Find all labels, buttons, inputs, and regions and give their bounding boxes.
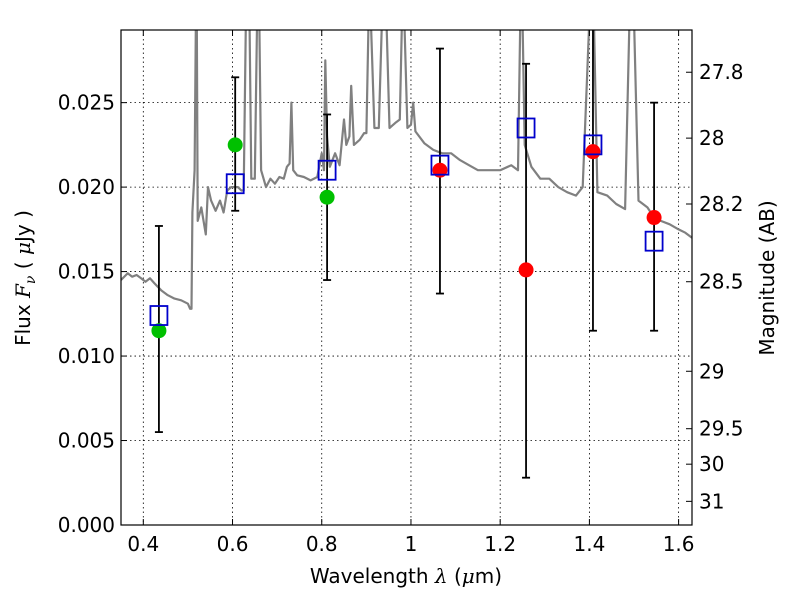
- x-axis-unit-mu: μ: [462, 564, 475, 588]
- model-photometry-point: [225, 173, 245, 195]
- y-tick-label: 0.015: [58, 260, 115, 284]
- y-axis-right-title: Magnitude (AB): [755, 200, 779, 355]
- model-photometry-point: [516, 117, 536, 139]
- model-photometry-point: [644, 230, 664, 252]
- right-tick-label: 29: [699, 359, 724, 383]
- detections-point: [151, 323, 167, 339]
- model-photometry-point: [430, 154, 450, 176]
- detections-point: [227, 137, 243, 153]
- x-tick-label: 1.6: [663, 532, 695, 556]
- right-tick-label: 30: [699, 452, 724, 476]
- y-tick-label: 0.010: [58, 344, 115, 368]
- x-axis-symbol: λ: [434, 564, 448, 588]
- right-tick-label: 28: [699, 126, 724, 150]
- y-axis-left-unit-mu: μ: [11, 242, 35, 255]
- y-axis-right: 27.8 28 28.2 28.5 29 29.5 30 31: [686, 60, 744, 513]
- nir_detections-point: [585, 144, 601, 160]
- y-tick-label: 0.025: [58, 91, 115, 115]
- grid: [121, 30, 692, 525]
- x-tick-label: 0.4: [127, 532, 159, 556]
- spectrum-group: [121, 30, 692, 310]
- y-tick-label: 0.005: [58, 429, 115, 453]
- right-tick-label: 31: [699, 489, 724, 513]
- y-tick-label: 0.000: [58, 513, 115, 537]
- model-spectrum-line: [121, 30, 692, 310]
- x-tick-label: 0.8: [306, 532, 338, 556]
- markers-group: [149, 117, 664, 339]
- model-photometry-point: [149, 305, 169, 326]
- right-tick-label: 29.5: [699, 417, 744, 441]
- x-axis-title: Wavelength λ (μm): [310, 564, 502, 588]
- right-tick-label: 27.8: [699, 60, 744, 84]
- x-tick-label: 1.4: [573, 532, 605, 556]
- plot-frame: [120, 29, 693, 526]
- y-axis-left: 0.000 0.005 0.010 0.015 0.020 0.025: [58, 91, 127, 537]
- y-axis-left-subscript: ν: [23, 275, 39, 284]
- x-axis: 0.4 0.6 0.8 1 1.2 1.4 1.6: [127, 30, 695, 556]
- y-axis-left-title: Flux Fν ( μJy ): [11, 210, 39, 346]
- nir_detections-point: [518, 262, 534, 278]
- x-tick-label: 0.6: [217, 532, 249, 556]
- y-tick-label: 0.020: [58, 175, 115, 199]
- model-photometry-point: [583, 134, 603, 156]
- detections-point: [319, 189, 335, 205]
- y-axis-left-symbol: F: [11, 283, 35, 299]
- model-photometry-point: [317, 159, 337, 181]
- nir_detections-point: [646, 210, 662, 226]
- x-tick-label: 1: [405, 532, 418, 556]
- x-tick-label: 1.2: [484, 532, 516, 556]
- right-tick-label: 28.5: [699, 270, 744, 294]
- right-tick-label: 28.2: [699, 192, 744, 216]
